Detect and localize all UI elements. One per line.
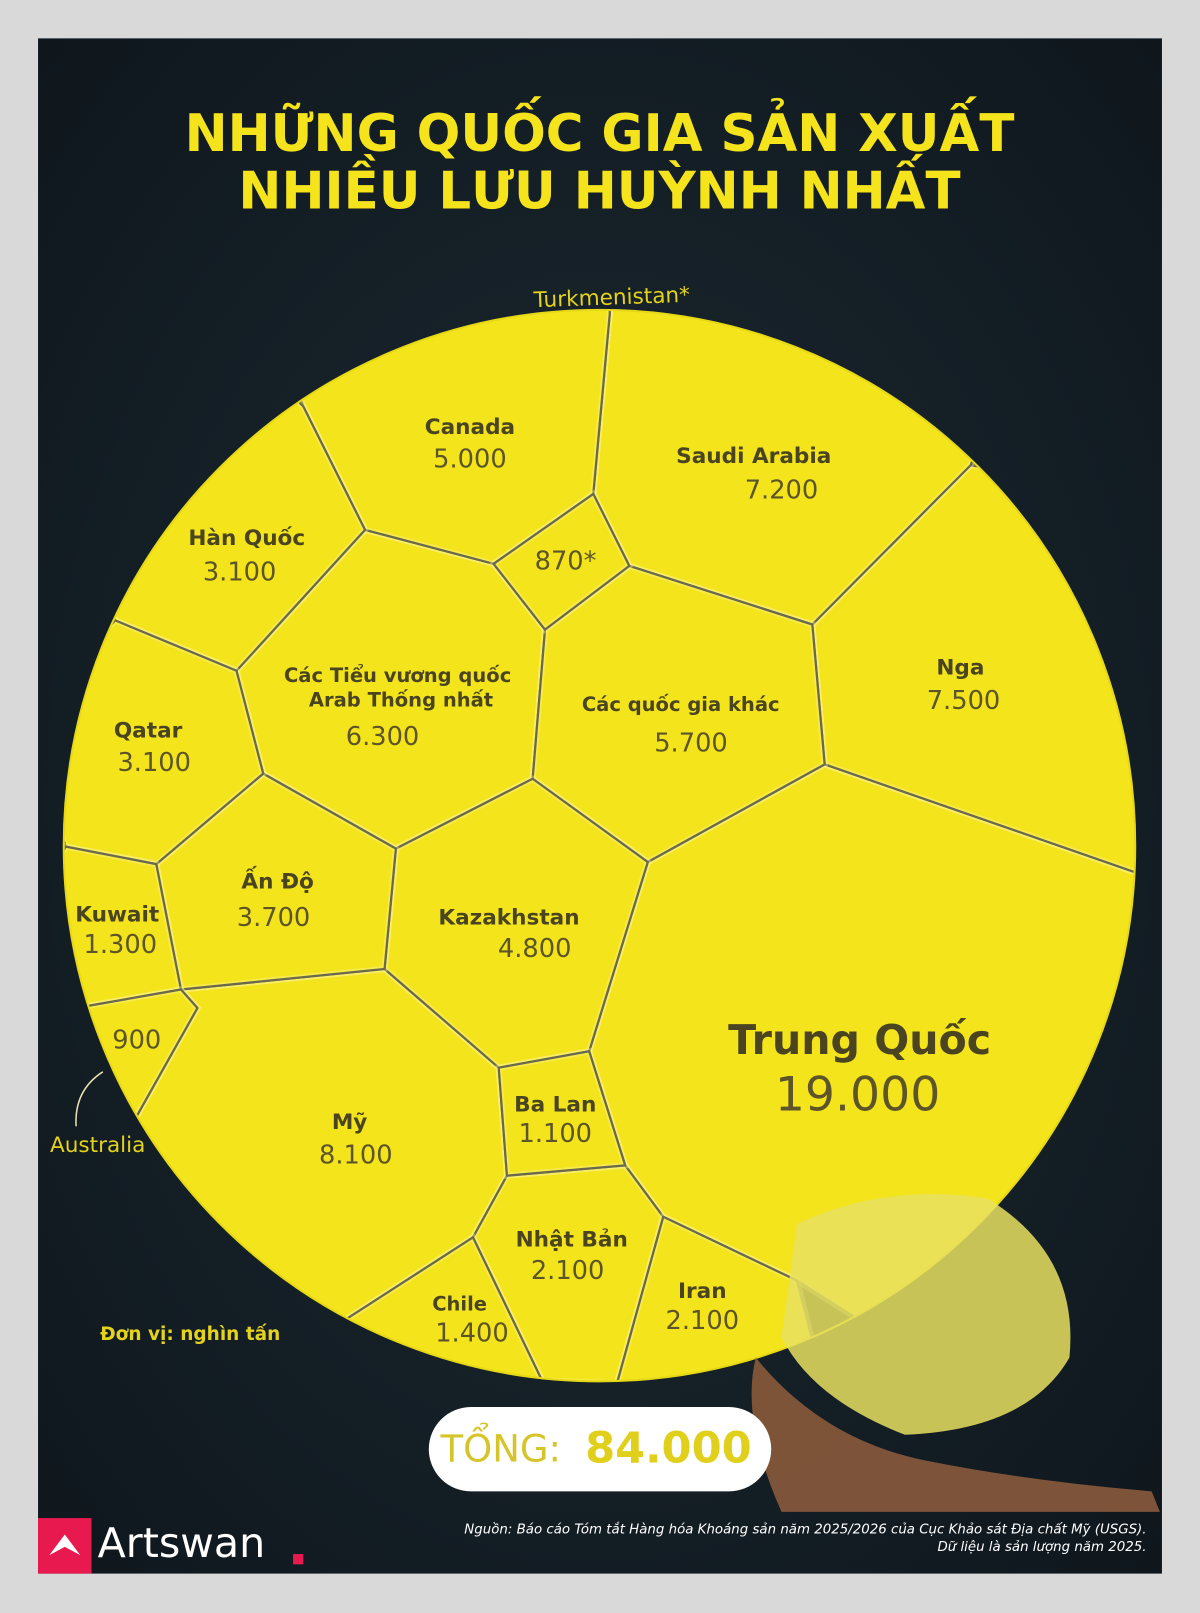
category-label: Ấn Độ (241, 866, 313, 895)
value-label: 19.000 (775, 1068, 941, 1123)
cell (615, 1215, 845, 1382)
value-label: 870* (535, 546, 597, 576)
category-label: Các quốc gia khác (582, 693, 780, 716)
cell (307, 1236, 544, 1382)
value-label: 3.100 (203, 558, 277, 588)
category-label: Hàn Quốc (188, 526, 305, 551)
value-label: 7.500 (927, 686, 1001, 716)
cell-bevel (489, 489, 634, 634)
title-line: NHỮNG QUỐC GIA SẢN XUẤT (185, 96, 1015, 164)
category-label: Trung Quốc (728, 1016, 991, 1064)
total-pill (428, 1407, 772, 1492)
category-label: Nhật Bản (516, 1227, 628, 1252)
value-label: 900 (112, 1025, 161, 1055)
value-label: 2.100 (666, 1306, 740, 1336)
brand: Artswan (98, 1519, 266, 1567)
value-label: 1.400 (435, 1319, 509, 1349)
category-label: Mỹ (332, 1110, 368, 1135)
category-label: Nga (936, 656, 984, 681)
value-label: 7.200 (745, 475, 819, 505)
total-value: 84.000 (585, 1424, 752, 1474)
category-label: Qatar (114, 718, 183, 743)
cell-bevel (304, 1232, 546, 1382)
pointer (75, 1071, 104, 1127)
value-label: 5.000 (433, 444, 507, 474)
title-line: NHIỀU LƯU HUỲNH NHẤT (238, 154, 960, 222)
cell-bevel (495, 1047, 630, 1179)
cell-bevel (63, 986, 202, 1120)
brand-icon (49, 1534, 81, 1556)
total-label: TỔNG: (439, 1423, 561, 1471)
value-label: 8.100 (319, 1141, 393, 1171)
cell-bevel (613, 1212, 848, 1382)
value-label: 5.700 (654, 728, 728, 758)
crystal (781, 1194, 1071, 1435)
value-label: 3.100 (117, 748, 191, 778)
value-label: 1.100 (518, 1119, 592, 1149)
category-label: Chile (432, 1293, 487, 1316)
value-label: 4.800 (498, 934, 572, 964)
category-label: Saudi Arabia (676, 444, 831, 469)
cell (492, 492, 631, 631)
cell-bevel (263, 309, 613, 568)
category-label: Australia (50, 1133, 145, 1158)
value-label: 3.700 (237, 903, 311, 933)
outline (62, 308, 1137, 1383)
value-label: 6.300 (346, 722, 420, 752)
value-label: 2.100 (531, 1256, 605, 1286)
unit-note: Đơn vị: nghìn tấn (100, 1324, 280, 1345)
brand-dot (293, 1554, 304, 1565)
category-label: Kuwait (75, 902, 159, 927)
category-label: Các Tiểu vương quốc Arab Thống nhất (284, 663, 518, 711)
value-label: 1.300 (84, 930, 158, 960)
category-label: Turkmenistan* (532, 283, 690, 313)
hand (751, 1357, 1160, 1512)
source-line: Nguồn: Báo cáo Tóm tắt Hàng hóa Khoáng s… (464, 1520, 1146, 1537)
category-label: Ba Lan (514, 1093, 596, 1118)
cell (497, 1050, 627, 1177)
category-label: Kazakhstan (438, 906, 579, 931)
source-line: Dữ liệu là sản lượng năm 2025. (937, 1539, 1146, 1555)
category-label: Iran (678, 1279, 727, 1304)
category-label: Canada (425, 415, 515, 440)
